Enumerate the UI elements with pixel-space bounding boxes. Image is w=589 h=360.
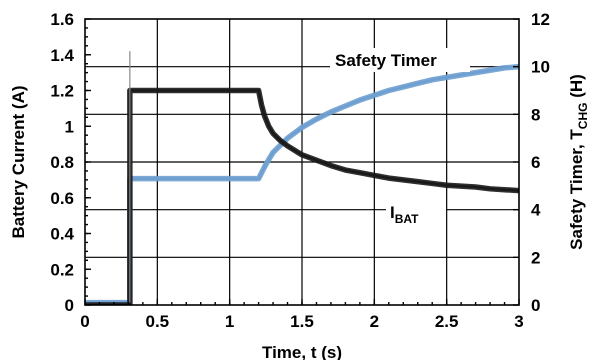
y-right-tick-label: 0 [531,296,540,315]
x-tick-label: 1 [225,312,234,331]
timer-label-bg [330,48,470,72]
y-left-tick-label: 0.2 [50,260,74,279]
y-right-tick-label: 10 [531,58,550,77]
y-left-tick-label: 0.8 [50,153,74,172]
x-tick-label: 3 [514,312,523,331]
ibat-sub: BAT [395,212,419,226]
y-left-tick-label: 1.4 [50,46,74,65]
x-axis-title: Time, t (s) [262,343,342,360]
safety-timer-series-line-core [85,65,519,304]
y-right-tick-label: 12 [531,10,550,29]
labels: Safety Timer IBAT Time, t (s) Battery Cu… [9,48,589,360]
y-right-tick-label: 8 [531,105,540,124]
y-right-tick-label: 6 [531,153,540,172]
x-tick-label: 1.5 [290,312,314,331]
y-left-tick-label: 1 [65,117,74,136]
y-left-tick-label: 1.6 [50,10,74,29]
ibat-main: I [390,203,395,222]
x-tick-label: 2.5 [435,312,459,331]
y-left-tick-label: 0.6 [50,189,74,208]
y-right-title-unit: (H) [567,74,586,102]
x-tick-label: 2 [370,312,379,331]
safety-timer-annotation: Safety Timer [335,51,437,70]
y-left-tick-label: 0.4 [50,225,74,244]
x-tick-label: 0.5 [146,312,170,331]
series-group [85,51,519,305]
ibat-annotation: IBAT [390,203,419,226]
ticks: 0 0.5 1 1.5 2 2.5 302468101200.20.40.60.811.21… [50,10,550,331]
ibat-series-line-core [85,89,519,305]
y-left-tick-label: 1.2 [50,82,74,101]
y-right-axis-title: Safety Timer, TCHG (H) [567,74,589,250]
x-tick-label: 0 [80,312,89,331]
y-left-tick-label: 0 [65,296,74,315]
y-left-axis-title: Battery Current (A) [9,85,28,238]
y-right-tick-label: 4 [531,201,541,220]
y-right-title-sub: CHG [576,103,589,130]
ibat-label-bg [386,196,446,228]
y-right-tick-label: 2 [531,248,540,267]
y-right-title-main: Safety Timer, T [567,129,586,250]
